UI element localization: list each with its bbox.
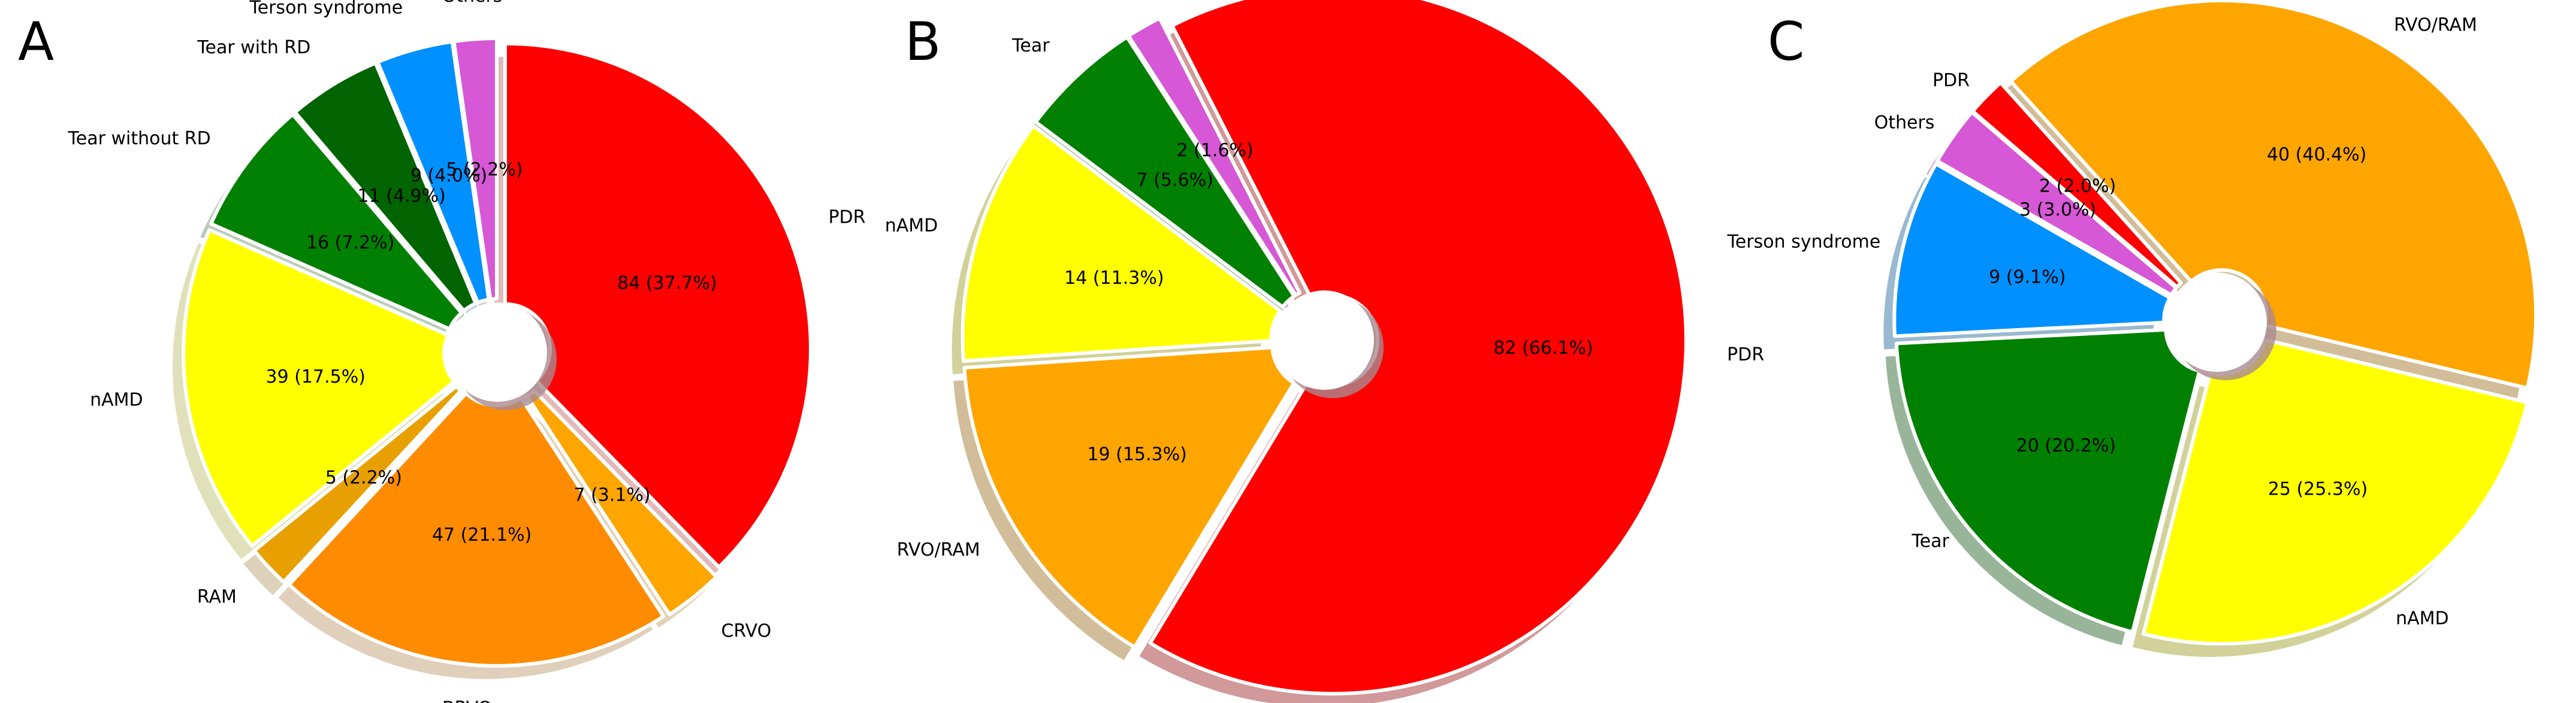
slice-value-label-namd: 14 (11.3%) bbox=[1064, 268, 1164, 289]
pie-chart-b: 82 (66.1%) PDR 19 (15.3%) RVO/RAM 14 (11.3%)… bbox=[885, 0, 1764, 703]
slice-others bbox=[452, 37, 499, 301]
slice-value-label-others: 3 (3.0%) bbox=[2019, 199, 2096, 220]
slice-name-label-pdr: PDR bbox=[1727, 344, 1764, 365]
slice-value-label-pdr: 84 (37.7%) bbox=[617, 272, 717, 293]
slice-name-label-terson-syndrome: Terson syndrome bbox=[1727, 232, 1881, 253]
slice-value-label-crvo: 7 (3.1%) bbox=[573, 485, 650, 506]
slice-name-label-others: Others bbox=[442, 0, 503, 7]
slice-name-label-pdr: PDR bbox=[1932, 70, 1970, 91]
slice-name-label-pdr: PDR bbox=[828, 207, 865, 228]
slice-value-label-brvo: 47 (21.1%) bbox=[432, 525, 531, 546]
slice-value-label-namd: 39 (17.5%) bbox=[266, 366, 366, 387]
slice-value-label-others: 2 (1.6%) bbox=[1177, 140, 1254, 161]
slice-value-label-tear-without-rd: 16 (7.2%) bbox=[306, 232, 394, 253]
slice-value-label-others: 5 (2.2%) bbox=[446, 159, 523, 180]
slice-value-label-namd: 25 (25.3%) bbox=[2268, 479, 2367, 500]
slice-value-label-tear: 20 (20.2%) bbox=[2016, 435, 2116, 456]
slice-rvo-ram bbox=[962, 346, 1296, 649]
slice-value-label-ram: 5 (2.2%) bbox=[325, 467, 402, 488]
pie-chart-a: 84 (37.7%) PDR 7 (3.1%) CRVO 47 (21.1%) BRVO 5… bbox=[68, 0, 866, 703]
slice-tear-with-rd bbox=[293, 61, 478, 313]
slice-name-label-rvo-ram: RVO/RAM bbox=[897, 540, 980, 560]
slice-value-label-terson-syndrome: 9 (4.0%) bbox=[410, 165, 487, 186]
slice-value-label-rvo-ram: 19 (15.3%) bbox=[1087, 444, 1186, 465]
pie-chart-c: 40 (40.4%) RVO/RAM 25 (25.3%) nAMD 20 (20.2%… bbox=[1727, 0, 2538, 657]
slice-name-label-ram: RAM bbox=[197, 586, 237, 607]
slice-value-label-tear: 7 (5.6%) bbox=[1137, 169, 1213, 190]
slice-terson-syndrome bbox=[1892, 162, 2172, 338]
slice-name-label-crvo: CRVO bbox=[721, 620, 771, 641]
slice-value-label-pdr: 82 (66.1%) bbox=[1493, 338, 1593, 359]
center-hole bbox=[2167, 272, 2267, 372]
slice-tear bbox=[1034, 35, 1296, 309]
slice-pdr bbox=[1971, 81, 2183, 289]
slice-namd bbox=[182, 228, 456, 548]
panel-letter-c: C bbox=[1768, 11, 1804, 72]
slice-name-label-rvo-ram: RVO/RAM bbox=[2394, 15, 2477, 36]
slice-name-label-tear: Tear bbox=[1911, 531, 1950, 552]
slice-ram bbox=[252, 384, 463, 584]
slice-name-label-namd: nAMD bbox=[2396, 608, 2449, 629]
slice-name-label-tear-without-rd: Tear without RD bbox=[68, 128, 211, 149]
slice-tear bbox=[1894, 328, 2201, 634]
slice-name-label-others: Others bbox=[1063, 0, 1124, 2]
panel-letter-a: A bbox=[18, 11, 54, 72]
slice-tear-without-rd bbox=[209, 113, 464, 331]
panel-letter-b: B bbox=[905, 11, 941, 72]
slice-value-label-terson-syndrome: 9 (9.1%) bbox=[1989, 266, 2065, 287]
slice-value-label-tear-with-rd: 11 (4.9%) bbox=[358, 186, 446, 207]
slice-rvo-ram bbox=[2009, 0, 2538, 390]
slice-value-label-rvo-ram: 40 (40.4%) bbox=[2267, 144, 2366, 165]
slice-others bbox=[1127, 16, 1301, 297]
slice-name-label-namd: nAMD bbox=[885, 215, 938, 236]
slice-value-label-pdr: 2 (2.0%) bbox=[2039, 175, 2116, 196]
slice-name-label-tear-with-rd: Tear with RD bbox=[197, 37, 310, 58]
slice-name-label-terson-syndrome: Terson syndrome bbox=[249, 0, 403, 19]
slice-namd bbox=[961, 124, 1282, 363]
slice-name-label-namd: nAMD bbox=[90, 390, 143, 411]
slice-name-label-brvo: BRVO bbox=[442, 698, 492, 703]
slice-name-label-tear: Tear bbox=[1011, 35, 1050, 56]
center-hole bbox=[448, 302, 547, 402]
slice-name-label-others: Others bbox=[1874, 113, 1935, 134]
center-hole bbox=[1275, 290, 1374, 390]
